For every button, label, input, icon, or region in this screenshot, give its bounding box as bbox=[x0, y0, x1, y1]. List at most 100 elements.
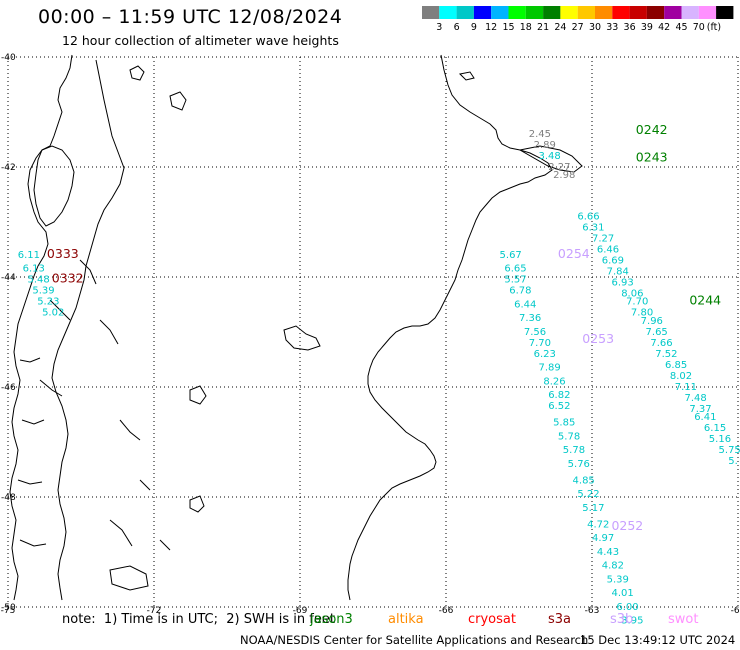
map-grid bbox=[7, 56, 739, 608]
legend-swatch bbox=[595, 6, 613, 19]
wave-height-value: 5.67 bbox=[500, 250, 522, 261]
legend-unit: (ft) bbox=[707, 22, 721, 33]
legend-swatch bbox=[439, 6, 457, 19]
wave-height-value: 5.85 bbox=[553, 418, 575, 429]
wave-height-value: 4.43 bbox=[597, 547, 619, 558]
wave-height-value: 5.78 bbox=[563, 445, 585, 456]
wave-height-value: 7.89 bbox=[538, 363, 560, 374]
island bbox=[283, 325, 321, 351]
legend-tick-label: 18 bbox=[520, 22, 532, 33]
chart-title: 00:00 – 11:59 UTC 12/08/2024 bbox=[38, 6, 343, 28]
track-id-label: 0242 bbox=[636, 122, 668, 137]
x-tick-label: -69 bbox=[293, 606, 308, 616]
y-tick-label: -48 bbox=[1, 493, 16, 503]
wave-height-value: 5. bbox=[728, 456, 738, 467]
track-id-label: 0254 bbox=[558, 246, 590, 261]
wave-height-value: 7.27 bbox=[592, 233, 614, 244]
wave-height-value: 2.98 bbox=[553, 170, 575, 181]
legend-tick-label: 24 bbox=[554, 22, 566, 33]
wave-height-value: 6.85 bbox=[665, 360, 687, 371]
island bbox=[189, 385, 207, 405]
legend-swatch bbox=[508, 6, 526, 19]
legend-swatch bbox=[681, 6, 699, 19]
wave-height-value: 6.31 bbox=[582, 222, 604, 233]
wave-height-value: 7.56 bbox=[524, 327, 546, 338]
coastline bbox=[9, 54, 583, 601]
wave-height-value: 6.00 bbox=[616, 602, 638, 613]
wave-height-value: 4.82 bbox=[602, 561, 624, 572]
wave-height-value: 3.95 bbox=[621, 616, 643, 627]
island bbox=[458, 71, 475, 81]
wave-height-value: 4.72 bbox=[587, 519, 609, 530]
wave-height-value: 5.76 bbox=[568, 459, 590, 470]
wave-height-value: 7.52 bbox=[655, 349, 677, 360]
legend-tick-label: 3 bbox=[436, 22, 442, 33]
x-tick-label: -63 bbox=[585, 606, 600, 616]
y-tick-label: -42 bbox=[1, 163, 16, 173]
satellite-legend-item: altika bbox=[388, 612, 424, 627]
island bbox=[129, 65, 145, 81]
wave-height-value: 5.16 bbox=[709, 434, 731, 445]
wave-height-value: 5.23 bbox=[37, 297, 59, 308]
wave-height-value: 5.39 bbox=[607, 574, 629, 585]
legend-tick-label: 36 bbox=[624, 22, 636, 33]
wave-height-value: 4.85 bbox=[573, 475, 595, 486]
legend-swatch bbox=[491, 6, 509, 19]
valdes-peninsula bbox=[518, 145, 583, 173]
legend-swatch bbox=[698, 6, 717, 19]
wave-height-value: 5.02 bbox=[42, 308, 64, 319]
island bbox=[189, 495, 205, 513]
chile-coastline bbox=[9, 54, 73, 601]
track-id-label: 0253 bbox=[582, 331, 614, 346]
x-tick-label: -75 bbox=[1, 606, 16, 616]
wave-height-value: 8.26 bbox=[543, 376, 565, 387]
track-id-label: 0244 bbox=[689, 293, 721, 308]
fjord bbox=[17, 259, 171, 551]
argentina-coastline bbox=[347, 54, 553, 601]
legend-swatch bbox=[456, 6, 474, 19]
footer-note: note: 1) Time is in UTC; 2) SWH is in fe… bbox=[62, 612, 335, 627]
wave-height-value: 5.17 bbox=[582, 503, 604, 514]
chile-inner-coast bbox=[51, 59, 125, 601]
wave-height-value: 7.70 bbox=[626, 297, 648, 308]
y-tick-label: -46 bbox=[1, 383, 16, 393]
wave-height-value: 7.65 bbox=[646, 327, 668, 338]
wave-height-value: 6.41 bbox=[694, 412, 716, 423]
legend-tick-label: 70 bbox=[693, 22, 705, 33]
wave-height-value: 8.02 bbox=[670, 371, 692, 382]
wave-height-value: 5.39 bbox=[32, 286, 54, 297]
chart-subtitle: 12 hour collection of altimeter wave hei… bbox=[62, 33, 339, 48]
wave-height-value: 7.66 bbox=[650, 338, 672, 349]
legend-tick-label: 27 bbox=[572, 22, 584, 33]
footer-credit: NOAA/NESDIS Center for Satellite Applica… bbox=[240, 633, 589, 647]
legend-swatch bbox=[422, 6, 440, 19]
legend-tick-label: 6 bbox=[454, 22, 460, 33]
wave-height-value: 6.23 bbox=[534, 349, 556, 360]
satellite-legend-item: s3b bbox=[610, 612, 634, 627]
wave-height-value: 6.13 bbox=[23, 264, 45, 275]
wave-height-value: 6.44 bbox=[514, 299, 536, 310]
wave-height-value: 7.84 bbox=[607, 266, 629, 277]
track-id-label: 0333 bbox=[47, 246, 79, 261]
legend-swatch bbox=[560, 6, 578, 19]
wave-height-value: 5.57 bbox=[504, 275, 526, 286]
satellite-legend-item: swot bbox=[668, 612, 699, 627]
legend-swatch bbox=[612, 6, 630, 19]
legend-tick-label: 9 bbox=[471, 22, 477, 33]
track-id-label: 0243 bbox=[636, 150, 668, 165]
wave-height-value: 6.69 bbox=[602, 255, 624, 266]
track-id-label: 0332 bbox=[52, 271, 84, 286]
x-tick-label: -66 bbox=[439, 606, 454, 616]
wave-height-value: 5.48 bbox=[27, 275, 49, 286]
legend-tick-label: 45 bbox=[675, 22, 687, 33]
satellite-legend-item: cryosat bbox=[468, 612, 516, 627]
legend-tick-label: 12 bbox=[485, 22, 497, 33]
legend-swatch bbox=[473, 6, 492, 19]
legend-tick-label: 30 bbox=[589, 22, 601, 33]
y-tick-label: -50 bbox=[1, 603, 16, 613]
wave-height-value: 7.37 bbox=[689, 404, 711, 415]
wave-height-value: 5.78 bbox=[558, 431, 580, 442]
wave-height-value: 6.11 bbox=[18, 250, 40, 261]
wave-height-value: 6.78 bbox=[509, 286, 531, 297]
wave-height-value: 6.46 bbox=[597, 244, 619, 255]
